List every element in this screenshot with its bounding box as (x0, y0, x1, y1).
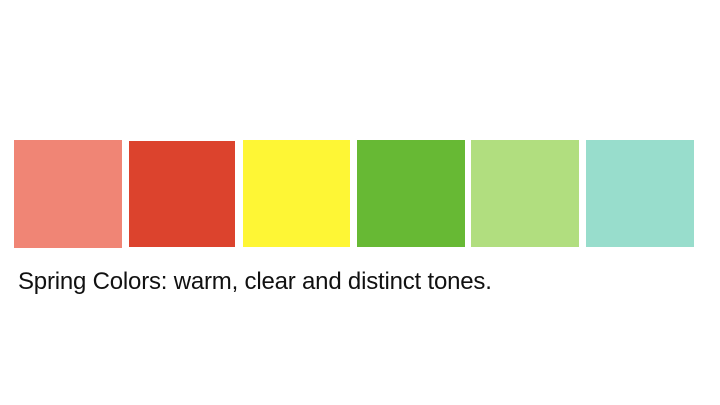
caption-text: Spring Colors: warm, clear and distinct … (18, 268, 492, 295)
swatch-salmon (14, 140, 122, 248)
swatch-aqua (586, 140, 694, 247)
swatch-green (357, 140, 465, 247)
swatch-yellow (243, 140, 350, 247)
swatch-red (129, 141, 235, 247)
swatch-light-green (471, 140, 579, 247)
color-swatch-row (14, 140, 694, 248)
